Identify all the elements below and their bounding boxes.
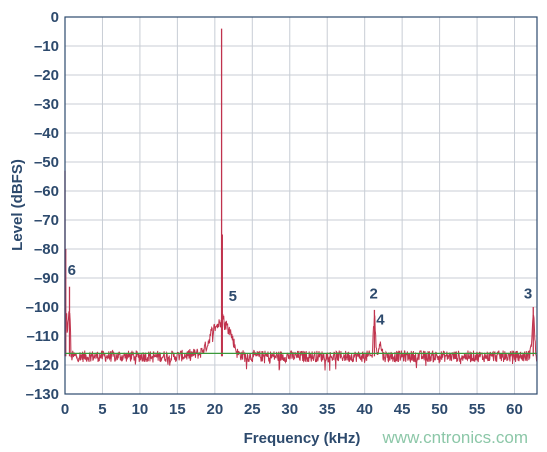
y-tick-label: 0 xyxy=(51,9,59,26)
y-tick-label: –40 xyxy=(34,125,59,142)
y-tick-label: –70 xyxy=(34,212,59,229)
y-tick-label: –80 xyxy=(34,241,59,258)
y-tick-label: –60 xyxy=(34,183,59,200)
series-layer xyxy=(64,28,538,371)
x-tick-label: 45 xyxy=(394,401,411,418)
y-tick-label: –100 xyxy=(26,299,59,316)
x-tick-label: 10 xyxy=(132,401,149,418)
y-tick-label: –10 xyxy=(34,38,59,55)
x-tick-label: 5 xyxy=(98,401,106,418)
x-tick-label: 35 xyxy=(319,401,336,418)
peak-annotation-6: 6 xyxy=(68,262,76,279)
x-tick-label: 0 xyxy=(61,401,69,418)
x-tick-label: 50 xyxy=(431,401,448,418)
x-tick-label: 40 xyxy=(356,401,373,418)
peak-annotation-4: 4 xyxy=(376,311,385,328)
peak-annotation-3: 3 xyxy=(524,285,532,302)
watermark: www.cntronics.com xyxy=(382,428,528,447)
x-axis-title: Frequency (kHz) xyxy=(244,430,361,447)
x-tick-label: 15 xyxy=(169,401,186,418)
peak-annotations: 6 5 2 4 3 xyxy=(68,262,533,328)
y-tick-label: –20 xyxy=(34,67,59,84)
plot-frame xyxy=(64,16,538,395)
x-tick-label: 25 xyxy=(244,401,261,418)
x-tick-label: 60 xyxy=(506,401,523,418)
y-tick-labels: 0 –10 –20 –30 –40 –50 –60 –70 –80 –90 –100 –110 –120… xyxy=(26,9,59,403)
grid xyxy=(64,16,537,395)
y-tick-label: –90 xyxy=(34,270,59,287)
y-tick-label: –130 xyxy=(26,386,59,403)
spectrum-trace xyxy=(64,311,538,371)
y-tick-label: –110 xyxy=(26,328,59,345)
peak-annotation-2: 2 xyxy=(370,285,378,302)
y-tick-label: –120 xyxy=(26,357,59,374)
x-tick-label: 30 xyxy=(281,401,298,418)
y-tick-label: –30 xyxy=(34,96,59,113)
peak-annotation-5: 5 xyxy=(229,288,237,305)
x-tick-label: 20 xyxy=(206,401,223,418)
x-tick-label: 55 xyxy=(469,401,486,418)
y-axis-title: Level (dBFS) xyxy=(9,159,26,251)
x-tick-labels: 0 5 10 15 20 25 30 35 40 45 50 55 60 xyxy=(61,401,523,418)
y-tick-label: –50 xyxy=(34,154,59,171)
